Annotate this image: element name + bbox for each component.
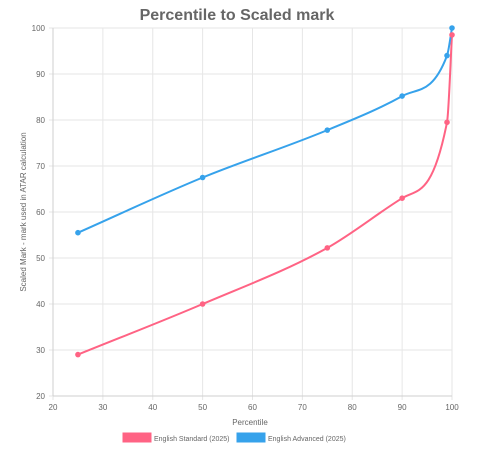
y-tick-label: 40 (36, 300, 45, 309)
y-tick-label: 20 (36, 392, 45, 401)
x-axis-label: Percentile (232, 418, 268, 427)
y-tick-label: 50 (36, 254, 45, 263)
data-point[interactable] (75, 229, 81, 236)
x-tick-label: 40 (148, 403, 157, 412)
chart-title: Percentile to Scaled mark (140, 7, 335, 24)
x-tick-label: 30 (98, 403, 107, 412)
legend-item-english-standard[interactable]: English Standard (2025) (122, 432, 230, 443)
y-tick-label: 70 (36, 162, 45, 171)
y-axis-label: Scaled Mark - mark used in ATAR calculat… (19, 132, 28, 291)
series-lines (76, 27, 453, 356)
legend-label-english-standard: English Standard (2025) (154, 436, 230, 443)
data-point[interactable] (444, 52, 450, 59)
legend: English Standard (2025) English Advanced… (122, 432, 346, 443)
data-point[interactable] (399, 195, 405, 201)
legend-swatch-english-standard (122, 432, 152, 443)
data-point[interactable] (449, 25, 455, 31)
data-point[interactable] (75, 351, 81, 358)
x-tick-label: 90 (398, 403, 407, 412)
data-point[interactable] (199, 174, 206, 181)
x-tick-label: 50 (198, 403, 207, 412)
data-points (75, 25, 455, 358)
data-point[interactable] (324, 127, 331, 133)
x-tick-label: 100 (445, 403, 459, 412)
legend-item-english-advanced[interactable]: English Advanced (2025) (236, 432, 346, 443)
axes (52, 28, 452, 397)
legend-swatch-english-advanced (236, 432, 266, 443)
data-point[interactable] (449, 32, 455, 38)
data-point[interactable] (324, 245, 331, 251)
grid-lines (49, 27, 453, 400)
data-point[interactable] (399, 93, 405, 99)
y-tick-label: 100 (32, 24, 46, 33)
y-tick-label: 60 (36, 208, 45, 217)
data-point[interactable] (444, 119, 450, 126)
y-tick-label: 90 (36, 70, 45, 79)
x-tick-label: 70 (298, 403, 307, 412)
y-tick-label: 30 (36, 346, 45, 355)
data-point[interactable] (199, 301, 206, 307)
x-tick-label: 20 (49, 403, 58, 412)
tick-labels: 20 30 40 50 60 70 80 90 100 20 30 40 50 60 70 80 90 100 (32, 24, 460, 412)
y-tick-label: 80 (36, 116, 45, 125)
x-tick-label: 60 (248, 403, 257, 412)
series-line-0 (76, 33, 453, 356)
legend-label-english-advanced: English Advanced (2025) (268, 436, 346, 443)
x-tick-label: 80 (348, 403, 357, 412)
